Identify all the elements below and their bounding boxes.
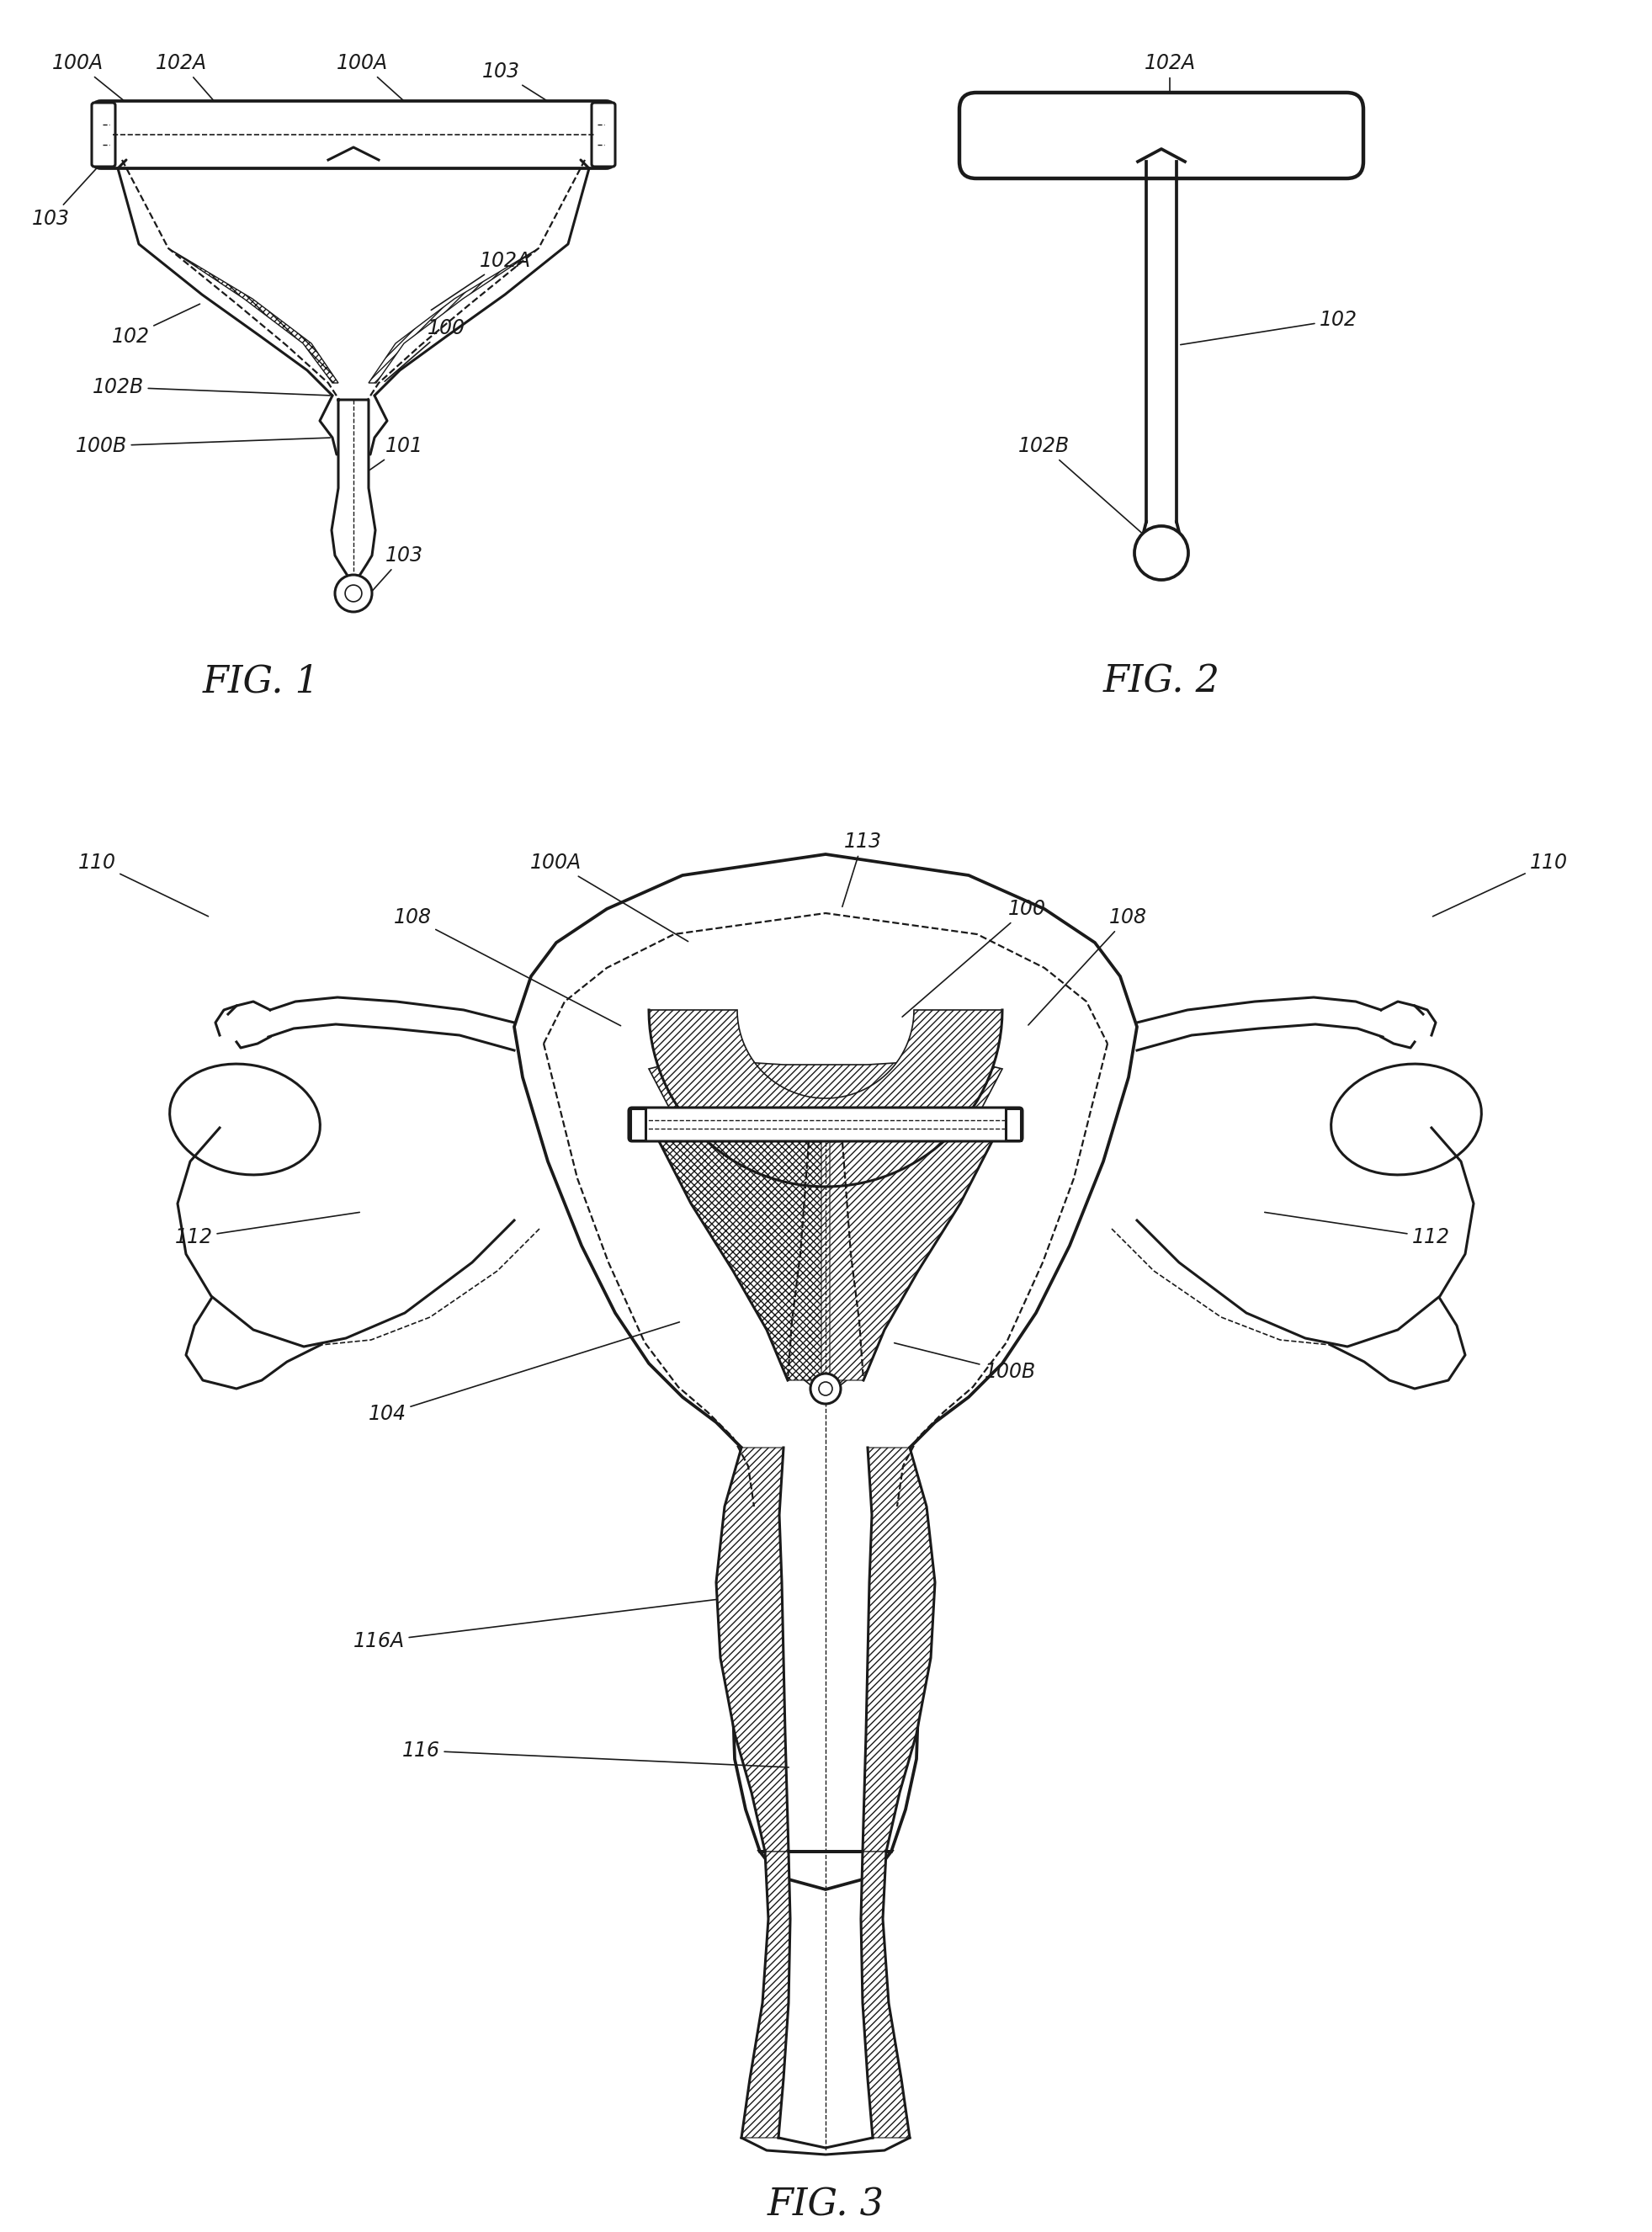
Polygon shape bbox=[861, 1853, 910, 2138]
Polygon shape bbox=[657, 1138, 821, 1379]
Polygon shape bbox=[829, 1138, 995, 1379]
Polygon shape bbox=[332, 400, 375, 585]
Circle shape bbox=[819, 1382, 833, 1395]
Circle shape bbox=[1135, 527, 1188, 580]
Text: 102B: 102B bbox=[1018, 435, 1151, 542]
Text: 102A: 102A bbox=[155, 54, 226, 114]
Text: 102: 102 bbox=[111, 304, 200, 346]
Polygon shape bbox=[742, 1853, 790, 2138]
Text: 116A: 116A bbox=[354, 1600, 717, 1652]
Polygon shape bbox=[649, 1060, 1003, 1397]
Polygon shape bbox=[649, 1009, 1003, 1187]
Text: 103: 103 bbox=[355, 545, 423, 609]
Text: 102: 102 bbox=[1181, 310, 1356, 344]
Text: 108: 108 bbox=[393, 906, 621, 1027]
Ellipse shape bbox=[1332, 1065, 1482, 1174]
Circle shape bbox=[335, 576, 372, 612]
Text: 100B: 100B bbox=[76, 435, 330, 455]
Text: 102B: 102B bbox=[93, 377, 330, 397]
Text: 102A: 102A bbox=[431, 250, 530, 310]
Text: 100B: 100B bbox=[894, 1344, 1036, 1382]
Polygon shape bbox=[862, 1449, 935, 1853]
Bar bbox=[631, 1109, 646, 1141]
Text: 104: 104 bbox=[368, 1321, 679, 1424]
Polygon shape bbox=[514, 855, 1137, 1891]
FancyBboxPatch shape bbox=[629, 1107, 1023, 1141]
Text: 103: 103 bbox=[31, 163, 101, 230]
Text: 112: 112 bbox=[175, 1212, 360, 1248]
Text: 102A: 102A bbox=[1145, 54, 1196, 107]
Text: 103: 103 bbox=[482, 62, 578, 121]
Text: FIG. 2: FIG. 2 bbox=[1104, 663, 1219, 701]
Polygon shape bbox=[717, 1449, 788, 1853]
Text: 108: 108 bbox=[1028, 906, 1146, 1024]
Polygon shape bbox=[169, 248, 339, 384]
Text: 100A: 100A bbox=[51, 54, 142, 114]
Text: 100A: 100A bbox=[530, 853, 689, 942]
FancyBboxPatch shape bbox=[93, 103, 116, 167]
Circle shape bbox=[811, 1373, 841, 1404]
Bar bbox=[1006, 1109, 1021, 1141]
Text: 110: 110 bbox=[78, 853, 208, 917]
Polygon shape bbox=[368, 248, 539, 384]
Text: FIG. 1: FIG. 1 bbox=[203, 663, 319, 701]
Text: 101: 101 bbox=[370, 435, 423, 471]
Text: FIG. 3: FIG. 3 bbox=[767, 2187, 884, 2223]
Text: 100: 100 bbox=[902, 899, 1046, 1018]
FancyBboxPatch shape bbox=[591, 103, 615, 167]
Circle shape bbox=[345, 585, 362, 603]
Text: 100A: 100A bbox=[335, 54, 420, 114]
FancyBboxPatch shape bbox=[93, 100, 615, 167]
Ellipse shape bbox=[170, 1065, 320, 1174]
Text: 113: 113 bbox=[843, 833, 882, 906]
Text: 116: 116 bbox=[401, 1741, 788, 1768]
FancyBboxPatch shape bbox=[960, 92, 1363, 179]
Text: 112: 112 bbox=[1265, 1212, 1449, 1248]
Text: 100: 100 bbox=[385, 319, 464, 382]
Text: 110: 110 bbox=[1432, 853, 1568, 917]
